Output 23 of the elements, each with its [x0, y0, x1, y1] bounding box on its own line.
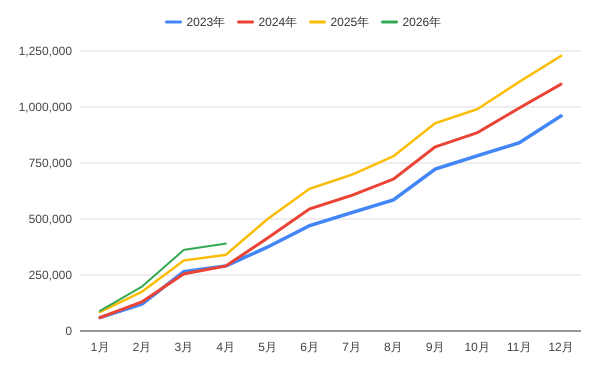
x-tick-label: 10月 — [464, 340, 490, 354]
x-tick-label: 7月 — [342, 340, 361, 354]
line-series — [99, 242, 227, 312]
legend-label: 2025年 — [330, 15, 370, 30]
x-tick-label: 5月 — [258, 340, 277, 354]
y-tick-label: 750,000 — [28, 156, 72, 170]
y-tick-label: 1,000,000 — [18, 100, 72, 114]
x-tick-label: 6月 — [300, 340, 319, 354]
y-tick-label: 500,000 — [28, 212, 72, 226]
legend-label: 2026年 — [402, 15, 442, 30]
x-tick-label: 12月 — [548, 340, 574, 354]
y-tick-label: 0 — [65, 324, 72, 338]
y-tick-label: 250,000 — [28, 268, 72, 282]
x-tick-label: 8月 — [384, 340, 403, 354]
legend-label: 2024年 — [258, 15, 298, 30]
x-tick-label: 9月 — [426, 340, 445, 354]
x-tick-label: 4月 — [216, 340, 236, 354]
legend-label: 2023年 — [186, 15, 226, 30]
y-tick-label: 1,250,000 — [18, 44, 72, 58]
x-tick-label: 3月 — [174, 340, 194, 354]
x-tick-label: 11月 — [506, 340, 532, 354]
x-tick-label: 2月 — [132, 340, 152, 354]
x-tick-label: 1月 — [90, 340, 110, 354]
